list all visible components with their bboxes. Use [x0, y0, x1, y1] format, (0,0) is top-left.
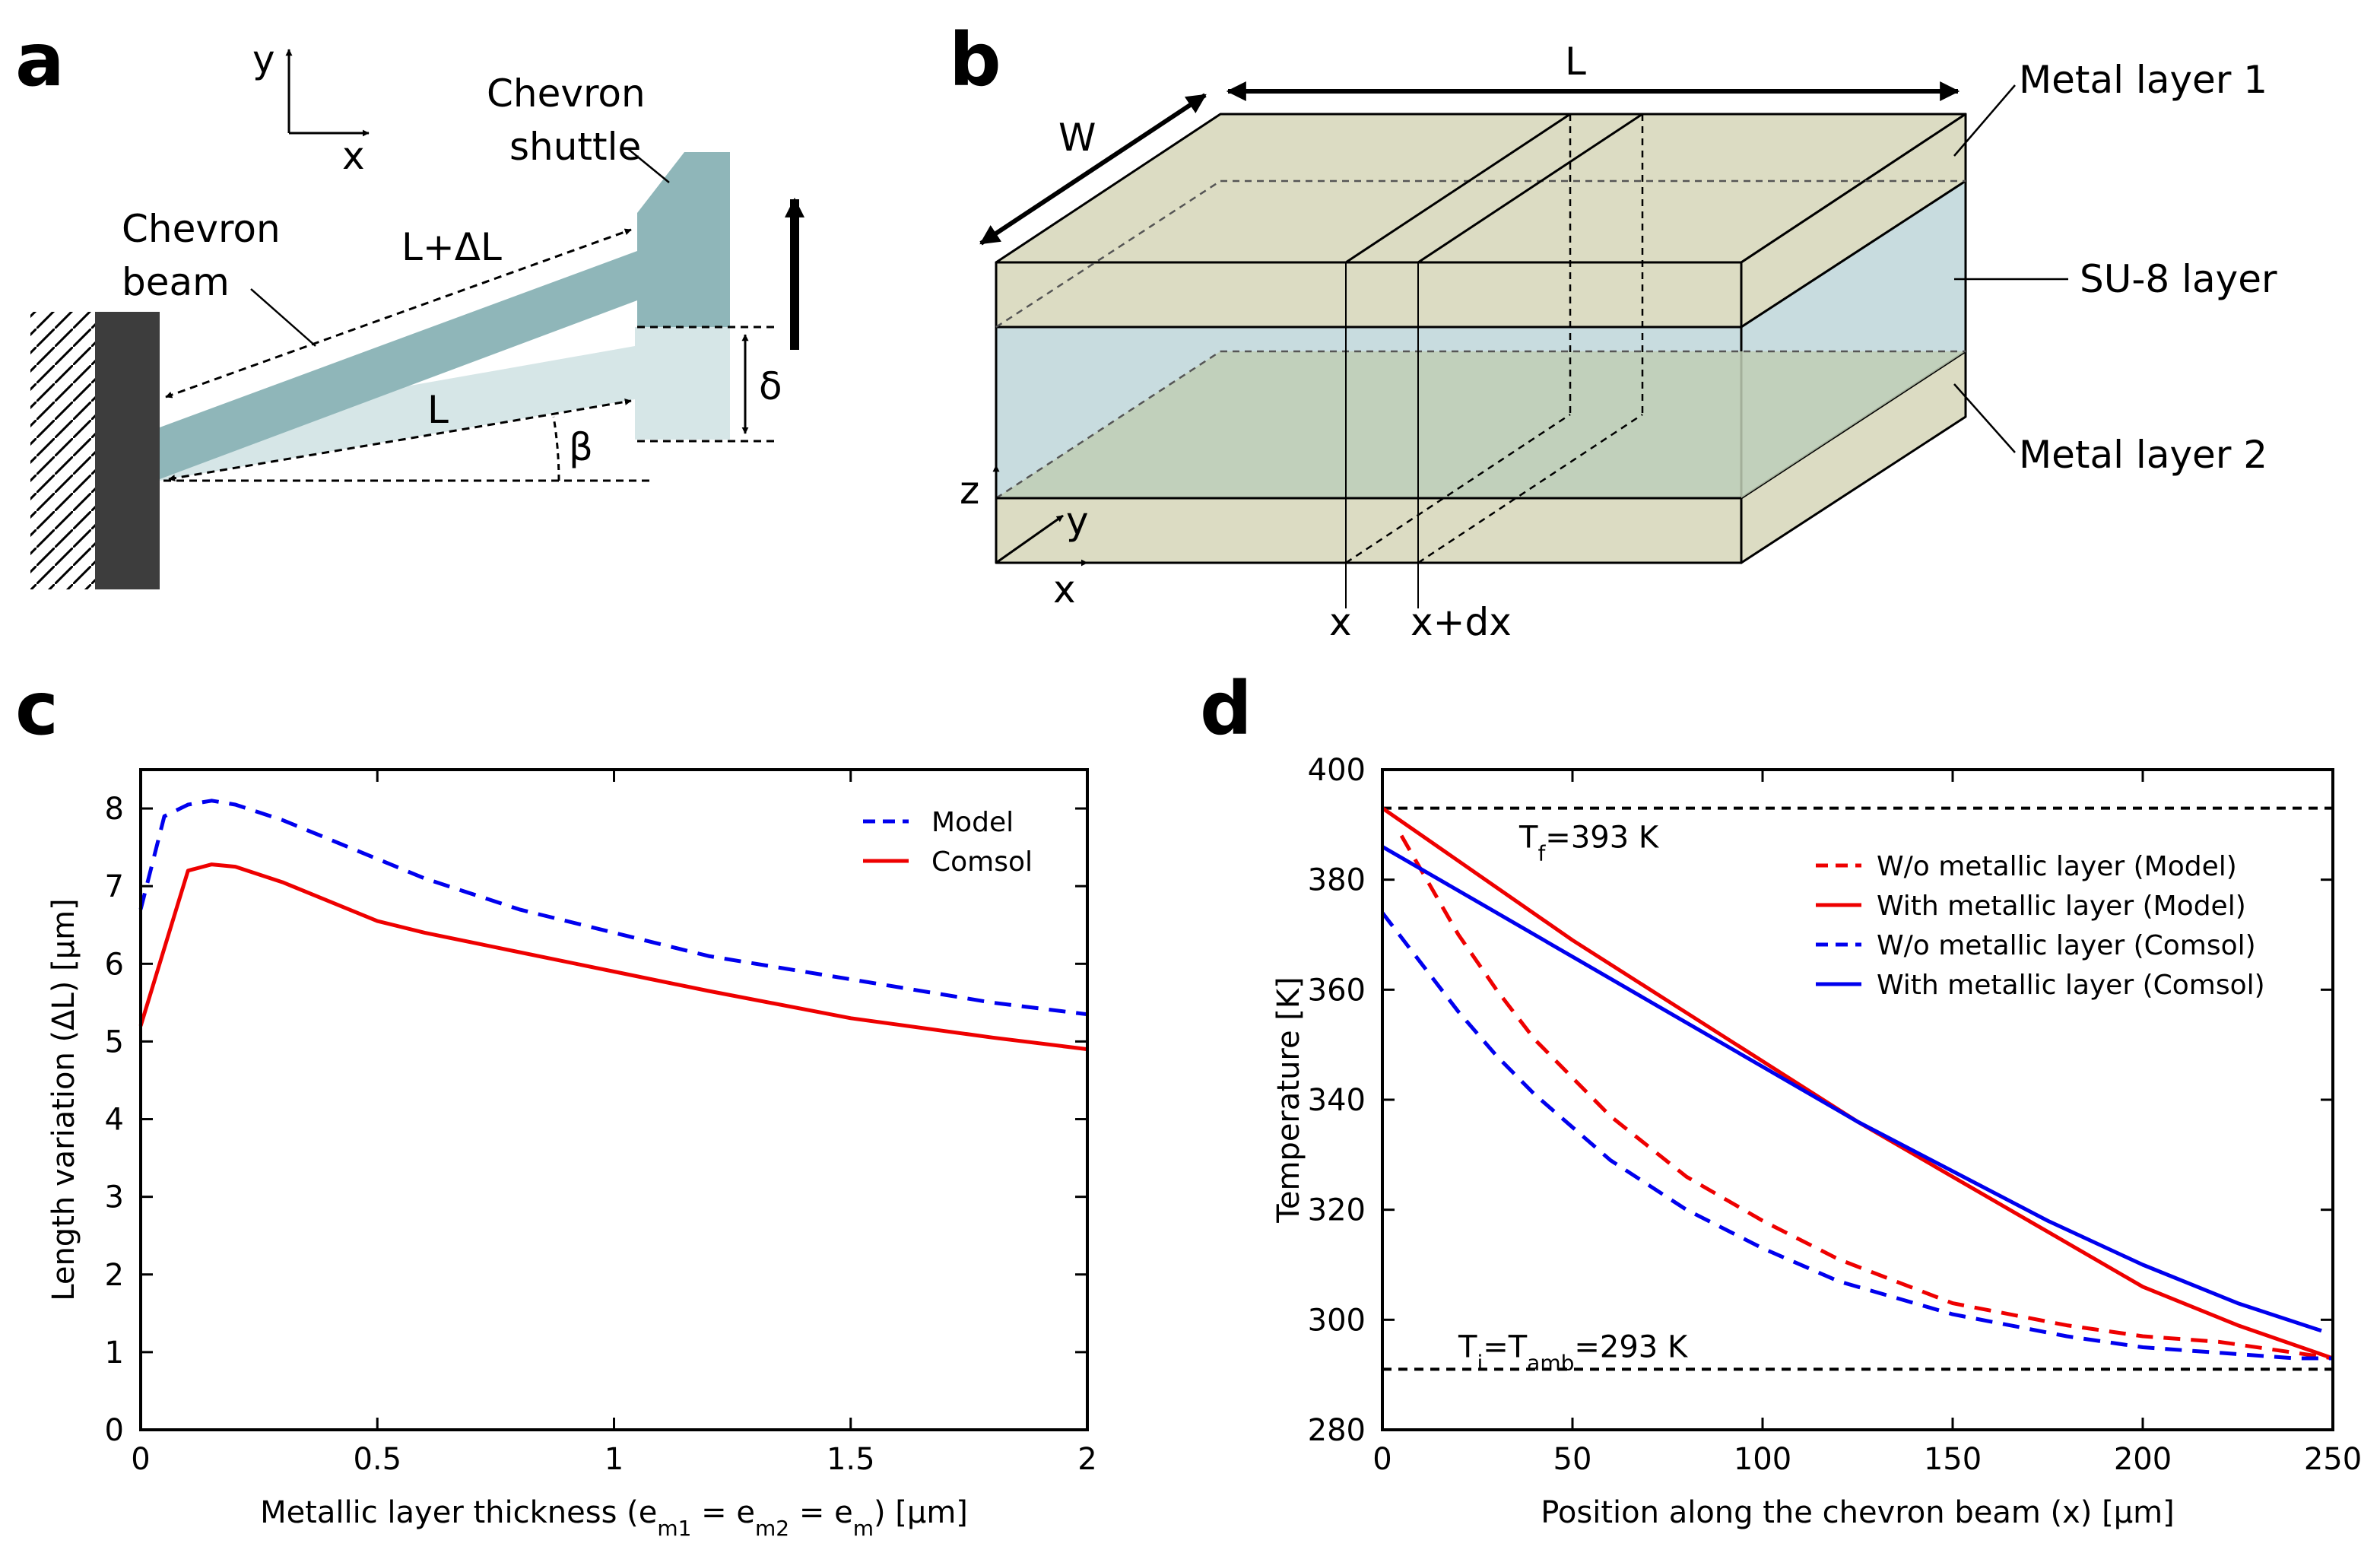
plot-frame: [139, 768, 1089, 1431]
su8-label: SU-8 layer: [2080, 257, 2277, 301]
legend-label: W/o metallic layer (Comsol): [1877, 930, 2256, 961]
x-tick-label: 0: [131, 1442, 150, 1477]
legend-label: Comsol: [931, 846, 1033, 878]
expanded-length-label: L+ΔL: [401, 225, 502, 269]
panel-a: a y x Chevron shuttle Chevron beam L+ΔL: [15, 17, 804, 589]
y-tick-label: 8: [105, 792, 124, 827]
panel-d: d 0 50 100 150 200 250 280 300 320 340 360 380 400 Tf…: [1200, 666, 2362, 1530]
expanded-length-arrow: [165, 228, 632, 399]
x-tick-label: 1: [605, 1442, 624, 1477]
panel-c-letter: c: [15, 666, 59, 751]
x-tick-label: 50: [1553, 1442, 1592, 1477]
chart-d: 0 50 100 150 200 250 280 300 320 340 360 380 400 Tf=3…: [1271, 753, 2362, 1530]
y-tick-label: 380: [1308, 863, 1366, 898]
x-tick-label: 1.5: [827, 1442, 875, 1477]
metal2-side: [1740, 350, 1967, 564]
panel-b-axis-y-label: y: [1066, 499, 1089, 543]
y-tick-label: 3: [105, 1180, 124, 1215]
chevron-shuttle: [637, 152, 730, 327]
reference-line-label: Ti=Tamb=293 K: [1458, 1329, 1689, 1375]
panel-b-letter: b: [949, 17, 1001, 103]
panel-a-axis-y-label: y: [252, 37, 275, 81]
x-tick-label: 200: [2114, 1442, 2172, 1477]
beam-leader: [250, 288, 316, 347]
x-axis-label: Metallic layer thickness (em1 = em2 = em…: [260, 1495, 968, 1541]
slice-x-label: x: [1329, 600, 1352, 644]
shuttle-label-line2: shuttle: [509, 125, 641, 169]
y-tick-label: 7: [105, 869, 124, 904]
series-line-w-o-metallic-layer-model-: [1399, 834, 2334, 1361]
series-line-with-metallic-layer-comsol-: [1381, 845, 2322, 1333]
panel-b-axes-icon: z y x: [960, 465, 1089, 611]
legend-label: W/o metallic layer (Model): [1877, 851, 2237, 882]
y-tick-label: 1: [105, 1335, 124, 1370]
shuttle-leader: [627, 148, 670, 183]
displacement-label: δ: [759, 364, 782, 408]
angle-label: β: [569, 425, 593, 469]
y-axis-label: Temperature [K]: [1271, 977, 1306, 1224]
length-label: L: [427, 388, 449, 432]
panel-b: b x x+dx: [949, 17, 2277, 644]
reference-line-label: Tf=393 K: [1518, 821, 1660, 866]
width-dimension: [979, 93, 1207, 246]
beam-label-line2: beam: [122, 260, 230, 304]
x-tick-label: 0.5: [353, 1442, 401, 1477]
y-tick-label: 300: [1308, 1303, 1366, 1338]
x-tick-label: 250: [2304, 1442, 2362, 1477]
panel-d-letter: d: [1200, 666, 1252, 751]
y-tick-label: 4: [105, 1103, 124, 1138]
y-tick-label: 280: [1308, 1413, 1366, 1448]
panel-a-axes-icon: y x: [252, 37, 370, 178]
metal2-top-hidden: [996, 351, 1966, 498]
legend-label: Model: [931, 807, 1014, 838]
y-tick-label: 340: [1308, 1083, 1366, 1118]
slice-xdx-label: x+dx: [1411, 600, 1512, 644]
x-tick-label: 150: [1924, 1442, 1982, 1477]
shuttle-label-line1: Chevron: [487, 71, 646, 116]
legend-label: With metallic layer (Model): [1877, 891, 2246, 922]
panel-a-letter: a: [15, 17, 65, 103]
y-axis-label: Length variation (ΔL) [µm]: [46, 898, 81, 1301]
series-line-comsol: [138, 862, 1088, 1052]
differential-slice: x x+dx: [1329, 113, 1644, 644]
chart-c: 0 0.5 1 1.5 2 0 1 2 3 4 5 6 7 8 Model Comsol Metallic la…: [46, 768, 1097, 1541]
metal2-label: Metal layer 2: [2019, 433, 2267, 477]
dimension-width-label: W: [1058, 116, 1096, 160]
y-tick-label: 0: [105, 1413, 124, 1448]
y-tick-label: 2: [105, 1258, 124, 1293]
y-tick-label: 400: [1308, 753, 1366, 788]
x-tick-label: 2: [1077, 1442, 1096, 1477]
legend-label: With metallic layer (Comsol): [1877, 970, 2265, 1001]
angle-arc: [552, 416, 560, 481]
panel-c: c 0 0.5 1 1.5 2 0 1 2 3 4 5 6 7 8 Model Comsol Metallic …: [15, 666, 1097, 1541]
panel-a-axis-x-label: x: [342, 134, 365, 178]
beam-label-line1: Chevron: [122, 207, 281, 251]
y-tick-label: 6: [105, 947, 124, 982]
x-tick-label: 100: [1734, 1442, 1791, 1477]
x-tick-label: 0: [1372, 1442, 1392, 1477]
anchor-wall: [30, 312, 160, 589]
metal1-label: Metal layer 1: [2019, 58, 2267, 102]
x-axis-label: Position along the chevron beam (x) [µm]: [1541, 1495, 2175, 1530]
initial-shuttle: [635, 327, 730, 440]
series-line-w-o-metallic-layer-comsol-: [1381, 911, 2333, 1361]
metal2-front: [995, 497, 1743, 564]
y-tick-label: 360: [1308, 973, 1366, 1008]
length-arrow: [168, 398, 632, 482]
panel-b-axis-x-label: x: [1053, 567, 1076, 611]
panel-b-axis-z-label: z: [960, 468, 979, 513]
dimension-length-label: L: [1565, 40, 1586, 84]
plot-frame: [1381, 768, 2334, 1431]
metal1-front: [995, 261, 1743, 329]
y-tick-label: 320: [1308, 1193, 1366, 1228]
y-tick-label: 5: [105, 1024, 124, 1059]
